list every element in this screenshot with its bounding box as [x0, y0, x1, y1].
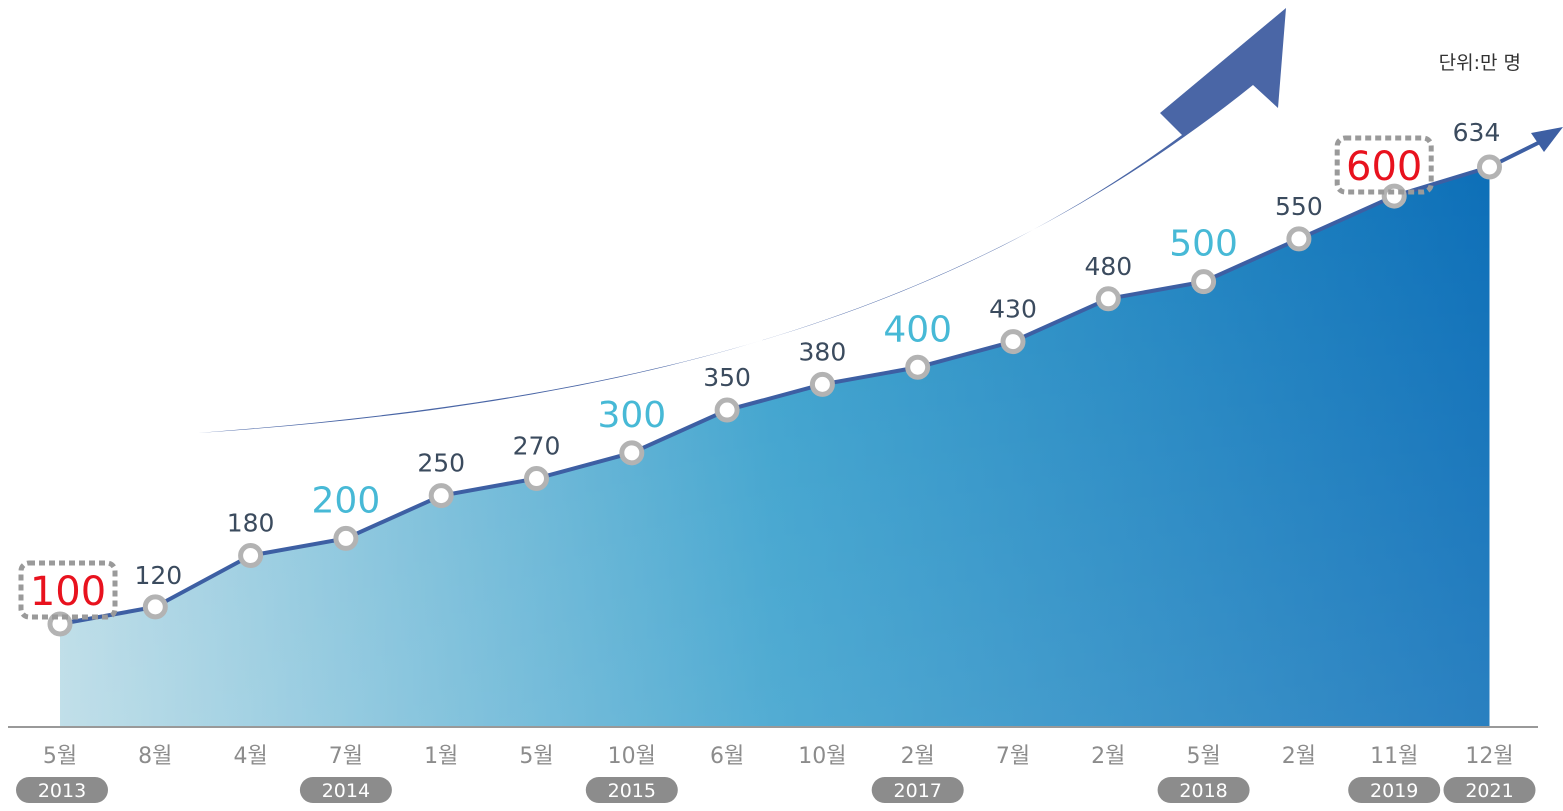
x-tick-label: 7월: [329, 744, 363, 769]
year-pill: 2021: [1443, 777, 1536, 803]
year-pill: 2013: [16, 777, 108, 803]
value-label: 120: [134, 561, 182, 590]
x-tick-label: 6월: [710, 744, 744, 769]
value-label: 600: [1346, 144, 1422, 190]
value-label: 350: [703, 363, 751, 392]
data-point: [1286, 226, 1312, 252]
year-pill-bg: [871, 777, 964, 803]
value-label: 480: [1084, 252, 1132, 281]
value-label: 200: [312, 480, 381, 521]
value-label: 400: [883, 309, 952, 350]
year-label: 2019: [1370, 780, 1418, 802]
x-tick-label: 12월: [1465, 744, 1513, 769]
data-point: [619, 440, 645, 466]
data-point: [905, 354, 931, 380]
value-label: 270: [513, 432, 561, 461]
data-point: [1477, 154, 1502, 180]
value-label: 430: [989, 295, 1037, 324]
value-label: 634: [1453, 118, 1501, 147]
value-label: 300: [597, 395, 666, 436]
data-point: [1095, 286, 1121, 312]
year-pill-bg: [1443, 777, 1536, 803]
x-tick-label: 5월: [519, 744, 553, 769]
x-tick-label: 1월: [424, 744, 458, 769]
data-point: [142, 594, 168, 620]
line-arrowhead: [1531, 127, 1563, 152]
data-point: [428, 483, 454, 509]
x-tick-label: 11월: [1370, 744, 1418, 769]
year-pill: 2018: [1157, 777, 1250, 803]
value-label: 500: [1169, 224, 1238, 265]
data-point: [714, 397, 740, 423]
year-pill-bg: [1348, 777, 1441, 803]
highlight-box: [18, 560, 118, 620]
x-tick-label: 7월: [996, 744, 1030, 769]
x-tick-label: 2월: [1282, 744, 1316, 769]
area-shade: [60, 167, 1490, 727]
data-point: [809, 371, 835, 397]
x-tick-label: 4월: [233, 744, 267, 769]
year-pill: 2014: [299, 777, 392, 803]
year-label: 2021: [1465, 780, 1513, 802]
year-label: 2014: [322, 780, 370, 802]
data-point: [333, 525, 359, 551]
series-line: [59, 165, 1491, 626]
year-pill: 2015: [585, 777, 678, 803]
unit-label: 단위:만 명: [1438, 52, 1521, 74]
value-label: 380: [799, 337, 847, 366]
year-pill-bg: [585, 777, 678, 803]
highlight-box: [1334, 135, 1434, 195]
data-point: [524, 466, 549, 492]
value-label: 250: [417, 449, 465, 478]
year-label: 2017: [894, 780, 942, 802]
x-tick-label: 10월: [798, 744, 846, 769]
value-label: 550: [1275, 192, 1323, 221]
x-tick-label: 5월: [1186, 744, 1220, 769]
x-tick-label: 2월: [901, 744, 935, 769]
data-point: [1191, 269, 1217, 295]
year-label: 2018: [1179, 780, 1227, 802]
year-pill-bg: [299, 777, 392, 803]
data-point: [238, 543, 264, 569]
year-label: 2013: [38, 780, 86, 802]
year-pill: 2017: [871, 777, 964, 803]
x-tick-label: 10월: [608, 744, 656, 769]
year-pill: 2019: [1348, 777, 1441, 803]
year-pill-bg: [1157, 777, 1250, 803]
x-tick-label: 2월: [1091, 744, 1125, 769]
x-tick-label: 5월: [43, 744, 77, 769]
data-point: [1000, 329, 1026, 355]
year-label: 2015: [608, 780, 656, 802]
x-tick-label: 8월: [138, 744, 172, 769]
year-pill-bg: [16, 777, 108, 803]
value-label: 180: [227, 509, 275, 538]
value-label: 100: [30, 569, 106, 615]
